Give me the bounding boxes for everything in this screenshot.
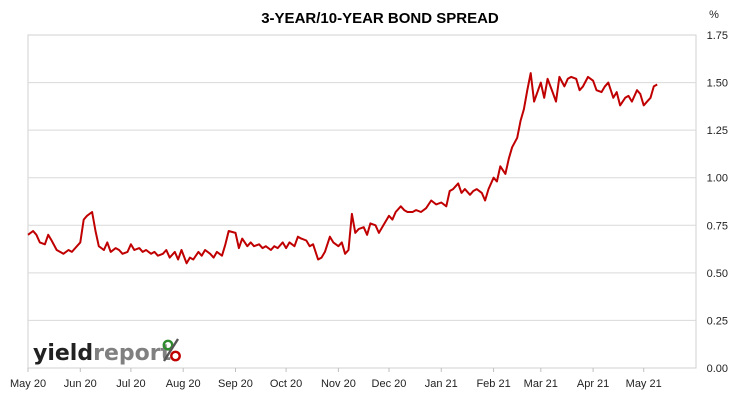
logo-text-yield: yield: [33, 341, 93, 366]
x-tick-label: Aug 20: [166, 378, 201, 390]
y-tick-label: 0.00: [707, 363, 728, 375]
y-tick-label: 0.50: [707, 268, 728, 280]
x-tick-label: Oct 20: [270, 378, 302, 390]
y-tick-label: 1.00: [707, 173, 728, 185]
x-tick-label: May 20: [10, 378, 46, 390]
x-tick-label: Nov 20: [321, 378, 356, 390]
y-axis-ticks: 0.00 0.25 0.50 0.75 1.00 1.25 1.50 1.75: [707, 30, 728, 375]
x-tick-label: Apr 21: [577, 378, 609, 390]
logo-text-report: report: [93, 341, 171, 366]
plot-area: [27, 34, 697, 369]
svg-text:yieldreport: yieldreport: [33, 341, 172, 366]
y-tick-label: 1.75: [707, 30, 728, 42]
x-tick-label: Jul 20: [116, 378, 145, 390]
x-tick-label: Feb 21: [476, 378, 510, 390]
x-tick-label: Jun 20: [64, 378, 97, 390]
y-tick-label: 1.50: [707, 78, 728, 90]
x-tick-label: Jan 21: [425, 378, 458, 390]
x-tick-label: Mar 21: [524, 378, 558, 390]
gridlines: [28, 82, 696, 321]
x-axis-ticks: May 20 Jun 20 Jul 20 Aug 20 Sep 20 Oct 20 Nov …: [10, 368, 662, 390]
chart-title: 3-YEAR/10-YEAR BOND SPREAD: [261, 10, 499, 27]
spread-line: [27, 72, 658, 265]
y-axis-unit-label: %: [709, 9, 719, 21]
x-tick-label: Dec 20: [372, 378, 407, 390]
y-tick-label: 1.25: [707, 125, 728, 137]
y-tick-label: 0.75: [707, 220, 728, 232]
x-tick-label: Sep 20: [218, 378, 253, 390]
x-tick-label: May 21: [626, 378, 662, 390]
yieldreport-logo: yieldreport: [33, 338, 181, 366]
y-tick-label: 0.25: [707, 315, 728, 327]
percent-logo-icon: [162, 338, 181, 362]
